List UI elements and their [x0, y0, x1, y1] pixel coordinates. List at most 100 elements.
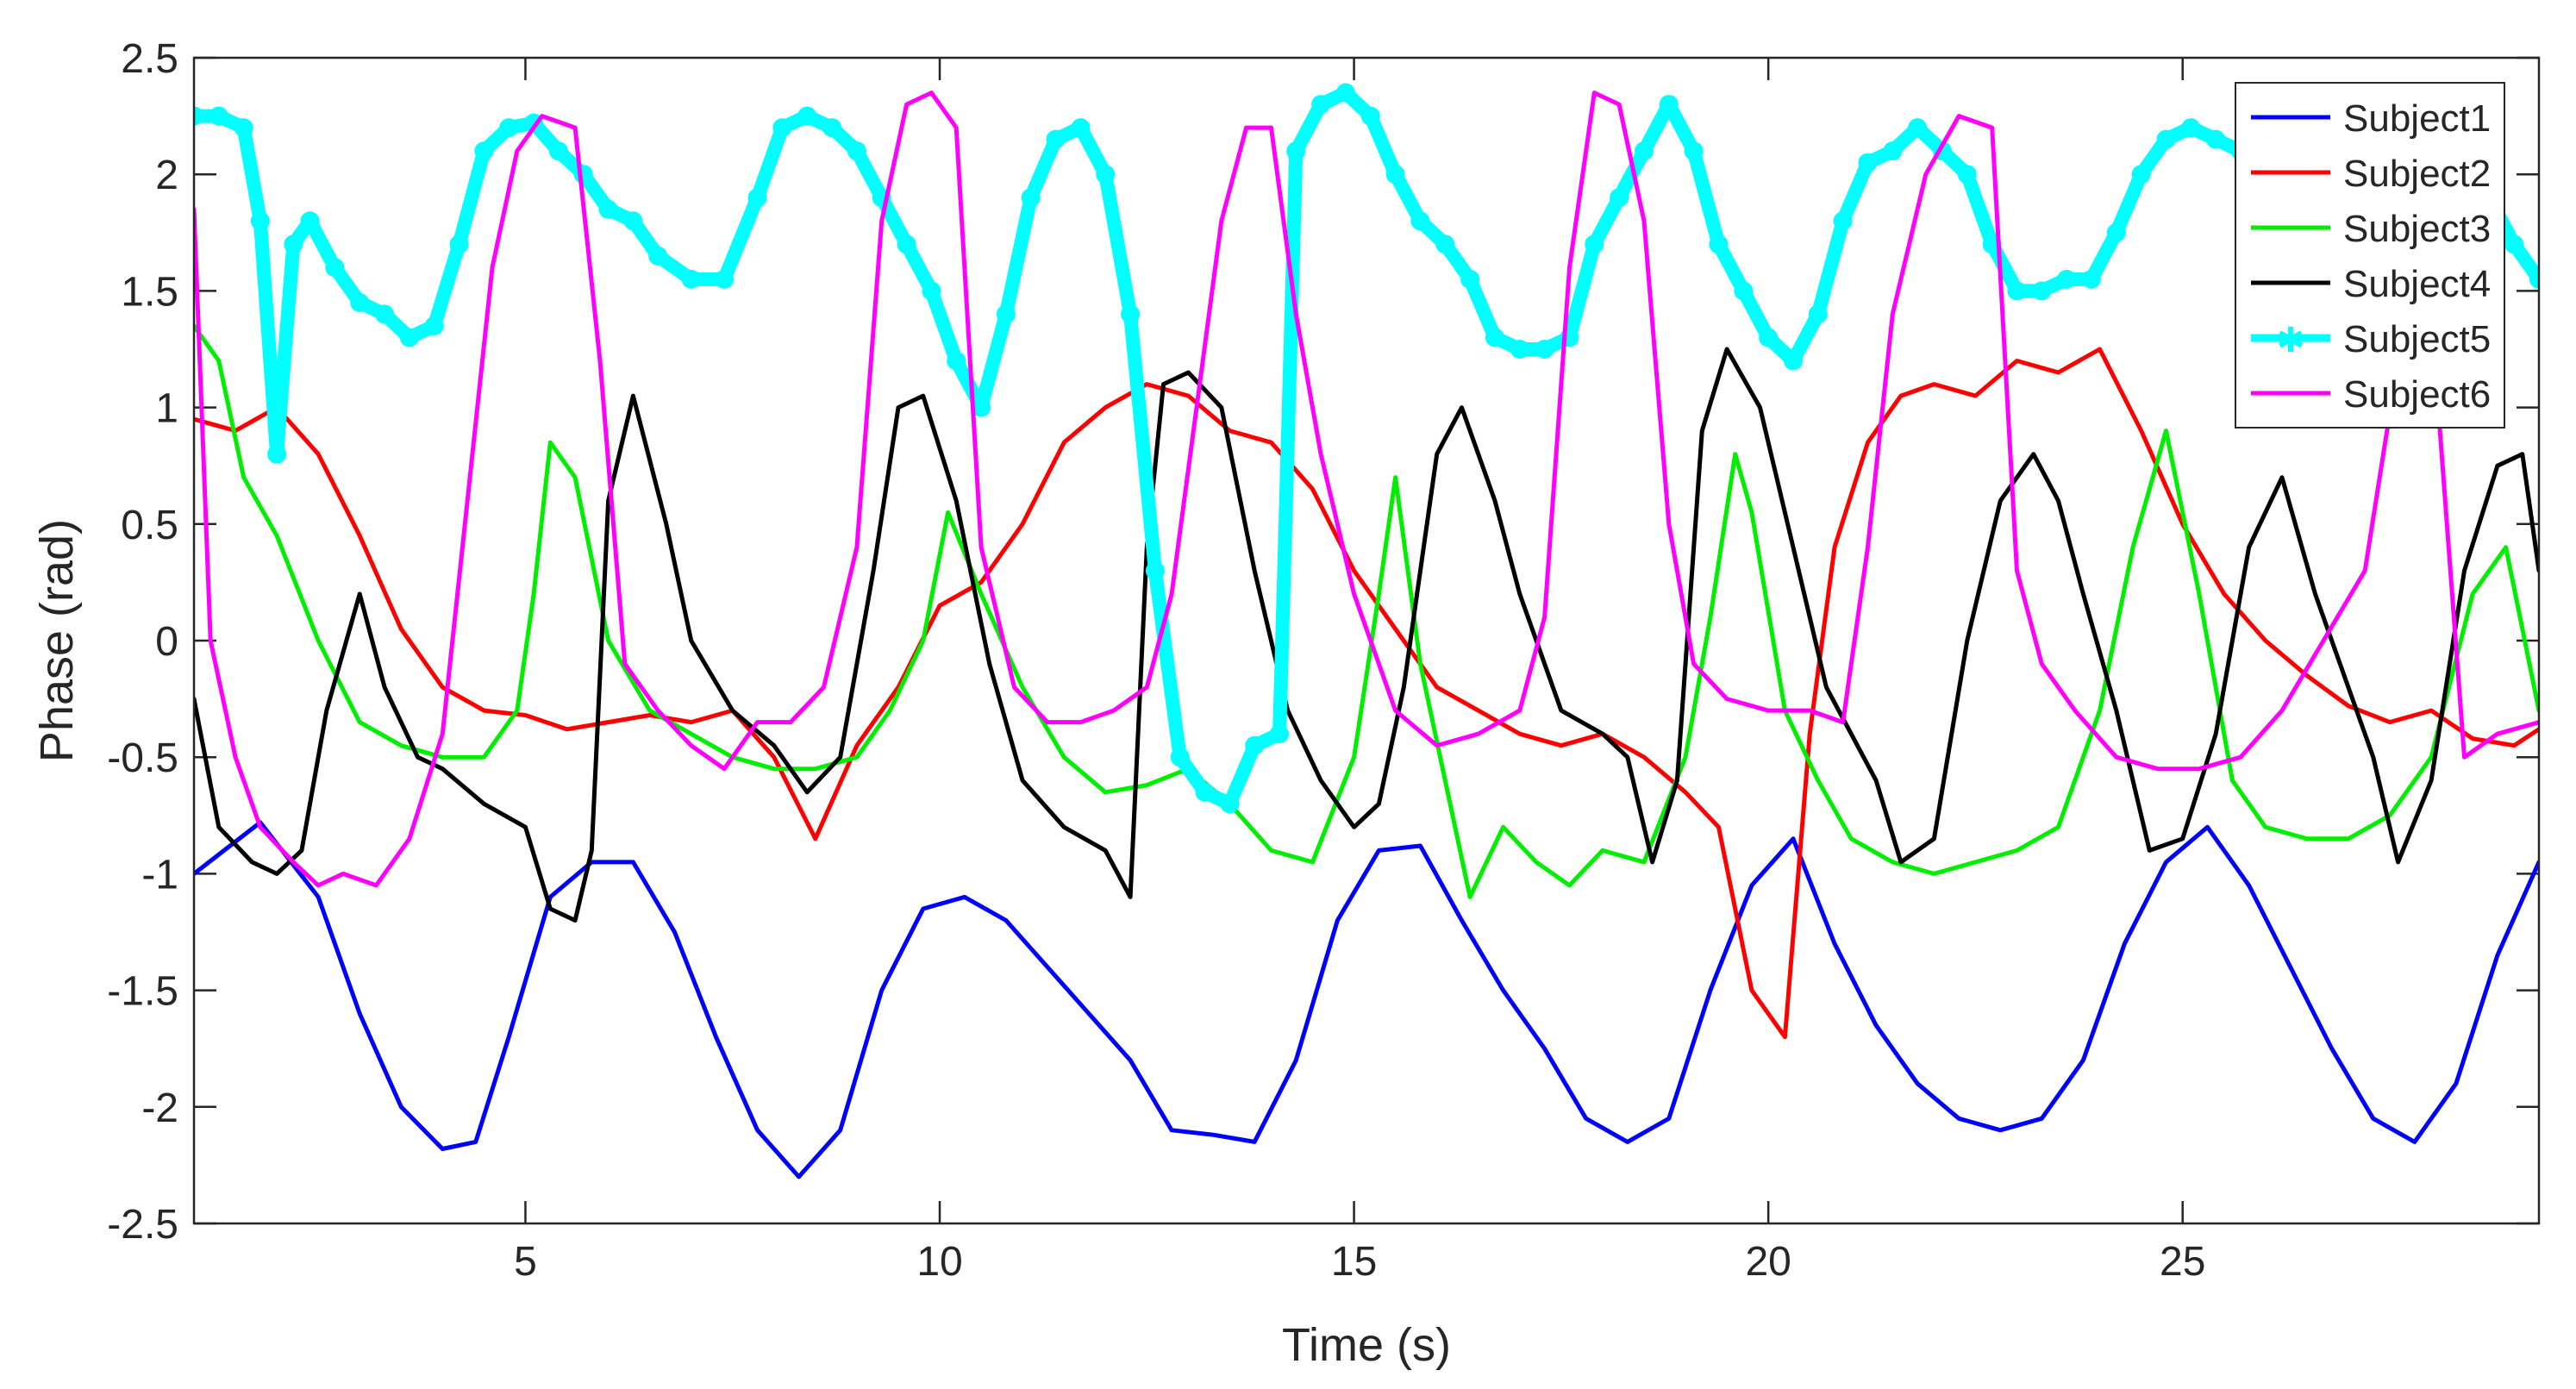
- series-point: [2131, 165, 2151, 185]
- series-point: [194, 106, 203, 126]
- series-point: [573, 165, 593, 185]
- series-point: [1783, 351, 1803, 371]
- series-point: [209, 106, 228, 126]
- series-point: [1957, 165, 1977, 185]
- series-point: [2206, 129, 2226, 149]
- y-tick-label: 1.5: [121, 269, 178, 315]
- y-tick-label: 1: [155, 386, 178, 432]
- series-point: [822, 118, 842, 138]
- series-point: [1220, 794, 1240, 814]
- plot-frame: [192, 56, 2541, 1225]
- series-point: [715, 269, 735, 289]
- series-line: [194, 347, 2539, 1040]
- series-point: [284, 235, 303, 254]
- series-point: [375, 304, 395, 324]
- series-point: [1734, 281, 1754, 301]
- series-point: [300, 211, 320, 231]
- data-series: [194, 83, 2539, 1179]
- series-point: [1335, 83, 1355, 103]
- series-point: [922, 281, 941, 301]
- series-point: [1046, 129, 1066, 149]
- series-point: [681, 269, 701, 289]
- series-point: [1460, 269, 1480, 289]
- series-point: [747, 188, 767, 208]
- series-point: [1634, 141, 1654, 161]
- series-point: [1808, 304, 1828, 324]
- series-point: [1709, 235, 1729, 254]
- series-point: [897, 235, 916, 254]
- legend-label: Subject3: [2343, 208, 2491, 250]
- series-point: [1360, 106, 1380, 126]
- legend-label: Subject1: [2343, 97, 2491, 140]
- series-point: [772, 118, 792, 138]
- series-point: [2081, 269, 2101, 289]
- series-point: [598, 199, 618, 219]
- series-point: [548, 141, 568, 161]
- x-tick-label: 5: [514, 1239, 537, 1285]
- series-point: [2504, 235, 2524, 254]
- series-point: [325, 258, 345, 278]
- series-point: [797, 106, 817, 126]
- series-point: [1858, 153, 1878, 172]
- y-axis-label: Phase (rad): [31, 519, 83, 762]
- series-point: [424, 316, 444, 335]
- y-tick-label: -1: [141, 852, 178, 898]
- series-point: [1195, 782, 1215, 802]
- y-tick-label: -0.5: [107, 735, 178, 781]
- series-line: [194, 91, 2539, 888]
- series-subject6: [194, 91, 2539, 888]
- series-point: [1510, 340, 1529, 359]
- legend-box: [2235, 82, 2505, 429]
- series-point: [1096, 165, 1116, 185]
- series-point: [2529, 269, 2539, 289]
- tick-labels: 5 10 15 20 25 -2.5 -2 -1.5 -1 -0.5 0 0.5 1 1.5 2 2.5: [107, 36, 2205, 1285]
- series-point: [1759, 328, 1779, 347]
- legend-marker-icon: ✱: [2276, 322, 2305, 360]
- series-subject4: [194, 347, 2539, 923]
- y-tick-label: -2: [141, 1086, 178, 1131]
- series-point: [1270, 724, 1290, 744]
- series-point: [1883, 141, 1903, 161]
- y-tick-label: 0.5: [121, 503, 178, 548]
- series-point: [2057, 269, 2077, 289]
- series-point: [972, 397, 991, 417]
- series-line: [194, 347, 2539, 923]
- series-point: [1435, 235, 1455, 254]
- series-line: [194, 323, 2539, 899]
- series-point: [1833, 211, 1853, 231]
- series-point: [623, 211, 643, 231]
- series-point: [1170, 748, 1190, 767]
- x-tick-label: 25: [2160, 1239, 2205, 1285]
- series-point: [1535, 340, 1554, 359]
- series-point: [250, 211, 270, 231]
- series-point: [1410, 211, 1430, 231]
- x-axis-label: Time (s): [1282, 1319, 1451, 1371]
- legend-label: Subject5: [2343, 318, 2491, 360]
- series-point: [1684, 141, 1704, 161]
- series-point: [1610, 188, 1629, 208]
- series-point: [1659, 95, 1679, 115]
- series-subject3: [194, 323, 2539, 899]
- series-point: [2007, 281, 2027, 301]
- series-point: [474, 141, 494, 161]
- series-point: [2181, 118, 2201, 138]
- series-point: [1021, 188, 1041, 208]
- series-point: [1145, 560, 1165, 580]
- series-point: [1311, 95, 1331, 115]
- y-tick-label: 2: [155, 153, 178, 198]
- series-subject1: [194, 820, 2539, 1179]
- series-subject2: [194, 347, 2539, 1040]
- legend-label: Subject6: [2343, 373, 2491, 416]
- y-tick-label: 0: [155, 619, 178, 665]
- legend-label: Subject4: [2343, 263, 2491, 305]
- legend: Subject1 Subject2 Subject3 Subject4 ✱ Subject…: [2235, 82, 2505, 429]
- series-subject5: [194, 83, 2539, 814]
- series-point: [947, 351, 966, 371]
- x-tick-label: 10: [916, 1239, 962, 1285]
- series-point: [1245, 735, 1265, 755]
- series-point: [1485, 328, 1504, 347]
- series-point: [1121, 304, 1141, 324]
- y-tick-label: -2.5: [107, 1202, 178, 1248]
- series-point: [847, 141, 866, 161]
